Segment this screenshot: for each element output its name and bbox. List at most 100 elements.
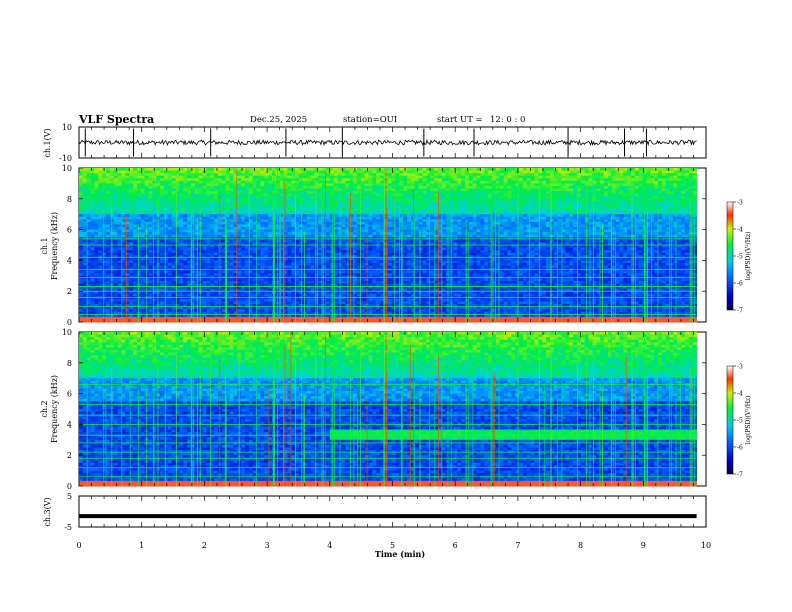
spectrogram-cell <box>318 306 323 310</box>
spectrogram-cell <box>244 188 250 192</box>
spectrogram-cell <box>241 286 246 290</box>
spectrogram-cell <box>279 265 284 269</box>
spectrogram-cell <box>252 229 257 233</box>
spectrogram-cell <box>341 278 346 282</box>
spectrogram-cell <box>299 250 304 254</box>
spectrogram-cell <box>326 191 331 195</box>
spectrogram-cell <box>233 298 238 302</box>
spectrogram-cell <box>194 183 200 187</box>
spectrogram-cell <box>109 180 115 184</box>
spectrogram-cell <box>98 306 103 310</box>
spectrogram-cell <box>221 221 227 225</box>
spectrogram-cell <box>353 193 358 197</box>
spectrogram-cell <box>349 255 354 259</box>
spectrogram-cell <box>179 214 184 218</box>
spectrogram-cell <box>163 304 169 307</box>
spectrogram-cell <box>152 273 157 277</box>
spectrogram-cell <box>106 232 111 236</box>
spectrogram-cell <box>268 206 273 210</box>
spectrogram-cell <box>333 245 339 248</box>
spectrogram-cell <box>98 170 103 174</box>
spectrogram-cell <box>302 232 308 236</box>
spectrogram-cell <box>268 260 273 264</box>
spectrogram-cell <box>125 173 130 177</box>
spectrogram-cell <box>275 178 281 182</box>
spectrogram-cell <box>310 229 315 233</box>
spectrogram-cell <box>82 293 88 297</box>
spectrogram-cell <box>283 304 288 307</box>
spectrogram-cell <box>244 316 250 320</box>
spectrogram-cell <box>244 288 250 292</box>
spectrogram-cell <box>187 245 192 248</box>
spectrogram-cell <box>372 306 377 310</box>
spectrogram-cell <box>190 255 196 259</box>
spectrogram-cell <box>333 239 339 243</box>
spectrogram-cell <box>229 257 234 261</box>
spectrogram-cell <box>117 296 122 300</box>
spectrogram-cell <box>190 206 196 210</box>
spectrogram-cell <box>171 288 176 292</box>
spectrogram-cell <box>194 201 200 205</box>
spectrogram-cell <box>163 214 169 218</box>
spectrogram-cell <box>214 301 219 305</box>
spectrogram-cell <box>214 193 219 197</box>
spectrogram-cell <box>291 260 296 264</box>
spectrogram-cell <box>318 255 323 259</box>
spectrogram-cell <box>252 198 257 202</box>
spectrogram-cell <box>237 314 242 318</box>
spectrogram-cell <box>90 278 95 282</box>
spectrogram-cell <box>148 183 153 187</box>
spectrogram-cell <box>133 206 138 210</box>
spectrogram-cell <box>372 211 377 215</box>
spectrogram-cell <box>202 221 207 225</box>
spectrogram-cell <box>190 245 196 248</box>
spectrogram-cell <box>256 250 261 254</box>
spectrogram-cell <box>163 252 169 256</box>
spectrogram-cell <box>310 247 315 251</box>
spectrogram-cell <box>368 255 373 259</box>
spectrogram-cell <box>121 265 126 269</box>
spectrogram-cell <box>129 193 134 197</box>
spectrogram-cell <box>202 191 207 195</box>
spectrogram-cell <box>202 242 207 246</box>
spectrogram-cell <box>333 252 339 256</box>
spectrogram-cell <box>306 316 311 320</box>
spectrogram-cell <box>341 173 346 177</box>
spectrogram-cell <box>345 175 350 179</box>
spectrogram-cell <box>94 216 99 220</box>
spectrogram-cell <box>214 214 219 218</box>
spectrogram-cell <box>90 214 95 218</box>
spectrogram-cell <box>376 255 381 259</box>
spectrogram-cell <box>221 280 227 284</box>
spectrogram-cell <box>380 262 385 266</box>
spectrogram-cell <box>275 239 281 243</box>
spectrogram-cell <box>244 229 250 233</box>
spectrogram-cell <box>322 252 327 256</box>
spectrogram-cell <box>98 273 103 277</box>
spectrogram-cell <box>299 216 304 220</box>
spectrogram-cell <box>86 250 91 254</box>
spectrogram-cell <box>148 170 153 174</box>
spectrogram-cell <box>229 206 234 210</box>
spectrogram-cell <box>221 304 227 307</box>
spectrogram-cell <box>109 183 115 187</box>
spectrogram-cell <box>140 168 146 171</box>
spectrogram-cell <box>260 255 265 259</box>
spectrogram-cell <box>194 211 200 215</box>
spectrogram-cell <box>82 201 88 205</box>
spectrogram-cell <box>244 211 250 215</box>
spectrogram-cell <box>360 304 366 307</box>
spectrogram-cell <box>202 234 207 238</box>
spectrogram-cell <box>333 234 339 238</box>
spectrogram-cell <box>345 270 350 274</box>
spectrogram-cell <box>326 242 331 246</box>
spectrogram-cell <box>102 283 107 287</box>
spectrogram-cell <box>225 296 230 300</box>
spectrogram-cell <box>241 260 246 264</box>
spectrogram-cell <box>163 278 169 282</box>
spectrogram-cell <box>314 309 319 313</box>
spectrogram-cell <box>314 262 319 266</box>
spectrogram-cell <box>387 314 393 318</box>
spectrogram-cell <box>279 260 284 264</box>
spectrogram-cell <box>318 175 323 179</box>
